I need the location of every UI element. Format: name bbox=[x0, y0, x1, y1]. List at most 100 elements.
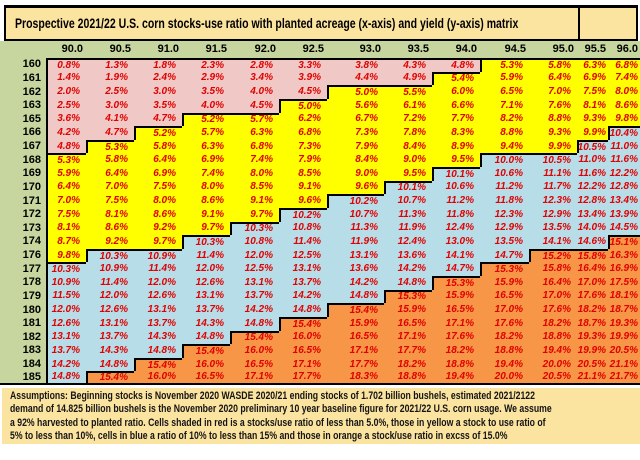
matrix-cell: 9.0% bbox=[384, 153, 432, 167]
matrix-cell: 17.6% bbox=[529, 303, 577, 317]
matrix-cell: 18.3% bbox=[327, 371, 384, 385]
matrix-cell: 10.8% bbox=[230, 235, 279, 249]
matrix-cell: 16.3% bbox=[608, 248, 640, 263]
matrix-cell: 14.1% bbox=[432, 248, 480, 263]
matrix-cell: 15.9% bbox=[480, 276, 529, 290]
matrix-cell: 5.8% bbox=[134, 139, 182, 154]
matrix-cell: 8.1% bbox=[577, 98, 608, 113]
matrix-cell: 5.4% bbox=[432, 71, 480, 86]
matrix-cell: 19.3% bbox=[608, 316, 640, 331]
matrix-cell: 11.7% bbox=[529, 180, 577, 195]
matrix-cell: 10.3% bbox=[230, 221, 279, 236]
matrix-cell: 5.0% bbox=[327, 85, 384, 99]
matrix-cell: 6.4% bbox=[86, 167, 134, 181]
matrix-cell: 14.2% bbox=[384, 262, 432, 276]
matrix-cell: 8.3% bbox=[432, 126, 480, 140]
matrix-cell: 7.3% bbox=[279, 139, 327, 154]
row-header: 165 bbox=[0, 112, 46, 127]
matrix-cell: 10.3% bbox=[182, 235, 230, 249]
matrix-cell: 8.5% bbox=[279, 167, 327, 181]
column-header: 92.5 bbox=[279, 41, 327, 58]
column-header: 94.0 bbox=[432, 41, 480, 58]
row-header: 166 bbox=[0, 126, 46, 140]
matrix-cell: 8.6% bbox=[182, 194, 230, 208]
matrix-cell: 13.4% bbox=[608, 194, 640, 208]
matrix-cell: 8.6% bbox=[86, 221, 134, 236]
matrix-cell: 9.1% bbox=[230, 194, 279, 208]
matrix-cell: 19.3% bbox=[577, 330, 608, 345]
matrix-cell: 3.5% bbox=[182, 85, 230, 99]
matrix-cell: 16.0% bbox=[182, 357, 230, 372]
matrix-cell: 13.1% bbox=[134, 303, 182, 317]
matrix-cell: 12.6% bbox=[134, 289, 182, 304]
matrix-cell: 7.8% bbox=[384, 126, 432, 140]
matrix-cell: 14.8% bbox=[86, 357, 134, 372]
row-header: 168 bbox=[0, 153, 46, 167]
matrix-cell: 2.3% bbox=[182, 58, 230, 72]
matrix-cell: 19.9% bbox=[608, 330, 640, 345]
matrix-cell: 6.9% bbox=[577, 71, 608, 86]
matrix-cell: 10.3% bbox=[86, 248, 134, 263]
assumptions-box: Assumptions: Beginning stocks is Novembe… bbox=[2, 388, 640, 444]
matrix-cell: 13.7% bbox=[134, 316, 182, 331]
matrix-cell: 17.7% bbox=[279, 371, 327, 385]
matrix-cell: 20.0% bbox=[480, 371, 529, 385]
matrix-cell: 3.0% bbox=[134, 85, 182, 99]
matrix-cell: 5.7% bbox=[230, 112, 279, 127]
matrix-cell: 10.8% bbox=[279, 221, 327, 236]
matrix-cell: 12.8% bbox=[608, 180, 640, 195]
matrix-grid: 90.0 90.5 91.0 91.5 92.0 92.5 93.0 93.5 94.0 94.5… bbox=[0, 41, 640, 385]
matrix-cell: 16.5% bbox=[384, 316, 432, 331]
matrix-cell: 7.4% bbox=[182, 167, 230, 181]
matrix-cell: 10.1% bbox=[384, 180, 432, 195]
matrix-cell: 16.0% bbox=[134, 371, 182, 385]
matrix-cell: 6.7% bbox=[327, 112, 384, 127]
matrix-cell: 18.8% bbox=[480, 344, 529, 358]
matrix-cell: 18.8% bbox=[384, 371, 432, 385]
row-header: 174 bbox=[0, 235, 46, 249]
assumption-line: a 92% harvested to planted ratio. Cells … bbox=[10, 416, 546, 429]
matrix-cell: 15.3% bbox=[480, 262, 529, 276]
matrix-cell: 10.1% bbox=[432, 167, 480, 181]
matrix-cell: 8.0% bbox=[182, 180, 230, 195]
matrix-cell: 9.2% bbox=[86, 235, 134, 249]
column-header: 91.0 bbox=[134, 41, 182, 58]
matrix-cell: 8.2% bbox=[480, 112, 529, 127]
matrix-cell: 13.6% bbox=[384, 248, 432, 263]
matrix-cell: 9.3% bbox=[577, 112, 608, 127]
matrix-cell: 15.4% bbox=[86, 371, 134, 385]
row-header: 178 bbox=[0, 276, 46, 290]
column-header: 90.5 bbox=[86, 41, 134, 58]
matrix-cell: 2.0% bbox=[46, 85, 86, 99]
matrix-cell: 6.8% bbox=[279, 126, 327, 140]
matrix-cell: 12.4% bbox=[384, 235, 432, 249]
matrix-cell: 14.2% bbox=[279, 289, 327, 304]
matrix-cell: 12.0% bbox=[86, 289, 134, 304]
row-header: 170 bbox=[0, 180, 46, 195]
matrix-cell: 14.7% bbox=[432, 262, 480, 276]
matrix-cell: 4.9% bbox=[384, 71, 432, 86]
matrix-cell: 17.6% bbox=[432, 330, 480, 345]
matrix-cell: 16.0% bbox=[230, 344, 279, 358]
matrix-cell: 6.6% bbox=[432, 98, 480, 113]
row-header: 163 bbox=[0, 98, 46, 113]
matrix-cell: 17.0% bbox=[480, 303, 529, 317]
matrix-cell: 6.9% bbox=[182, 153, 230, 167]
matrix-cell: 7.5% bbox=[46, 207, 86, 222]
row-header: 167 bbox=[0, 139, 46, 154]
matrix-cell: 14.8% bbox=[182, 330, 230, 345]
matrix-cell: 20.5% bbox=[577, 357, 608, 372]
matrix-cell: 13.7% bbox=[182, 303, 230, 317]
matrix-cell: 7.9% bbox=[327, 139, 384, 154]
column-header: 93.5 bbox=[384, 41, 432, 58]
matrix-cell: 10.5% bbox=[577, 139, 608, 154]
row-header: 177 bbox=[0, 262, 46, 276]
matrix-cell: 18.2% bbox=[480, 330, 529, 345]
matrix-cell: 10.3% bbox=[46, 262, 86, 276]
matrix-cell: 10.6% bbox=[480, 167, 529, 181]
title-box-divider bbox=[578, 8, 580, 39]
matrix-cell: 11.4% bbox=[182, 248, 230, 263]
matrix-cell: 21.1% bbox=[577, 371, 608, 385]
matrix-cell: 12.6% bbox=[182, 276, 230, 290]
matrix-cell: 2.5% bbox=[46, 98, 86, 113]
